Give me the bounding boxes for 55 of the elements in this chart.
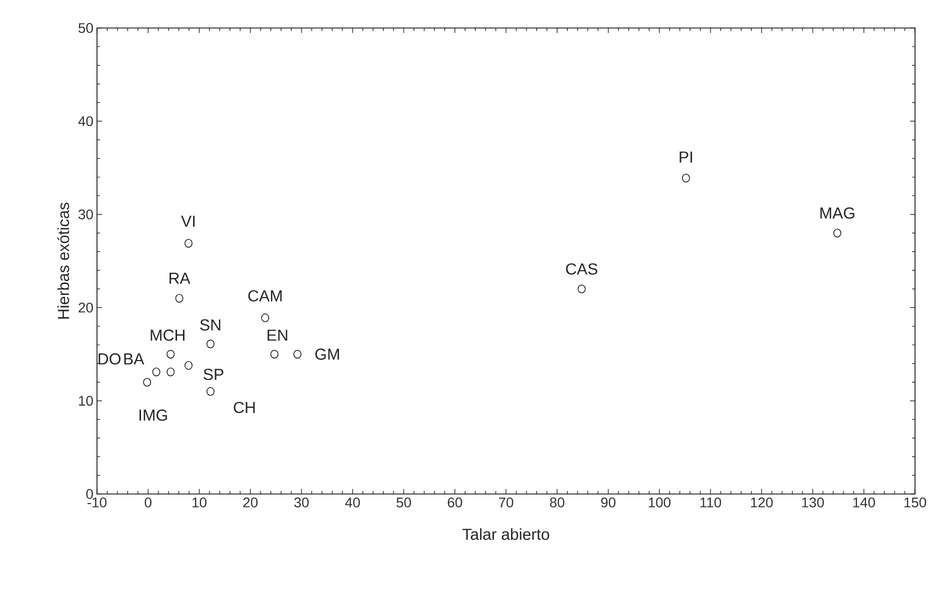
annotation: GM — [315, 348, 339, 360]
x-tick-label: 120 — [751, 498, 773, 508]
point — [175, 294, 184, 303]
y-tick-label: 0 — [86, 489, 93, 499]
point — [833, 228, 842, 238]
annotation: CAM — [248, 290, 282, 302]
point — [578, 284, 586, 294]
annotation: MAG — [820, 207, 854, 219]
y-tick-label: 10 — [79, 396, 93, 406]
annotation: DO — [98, 353, 120, 365]
point — [270, 350, 278, 359]
x-tick-label: 20 — [243, 498, 258, 508]
x-tick-label: 100 — [648, 498, 670, 508]
y-axis-title: Hierbas exóticas — [57, 202, 70, 319]
point — [166, 368, 175, 376]
x-tick-label: 140 — [853, 498, 875, 508]
annotation: SN — [200, 319, 220, 331]
x-tick-label: 0 — [144, 498, 152, 508]
x-tick-label: 90 — [601, 498, 616, 508]
point — [261, 314, 270, 322]
point — [143, 378, 152, 386]
y-tick-label: 30 — [78, 209, 93, 220]
x-tick-label: 150 — [904, 498, 926, 508]
x-tick-label: 80 — [550, 498, 564, 508]
point — [206, 387, 214, 396]
x-axis-title: Talar abierto — [462, 528, 550, 540]
x-tick-label: 130 — [802, 498, 824, 508]
point — [206, 340, 214, 348]
point — [152, 368, 160, 376]
annotation: RA — [170, 272, 190, 284]
annotation: CH — [234, 402, 255, 414]
x-tick-label: 60 — [448, 498, 462, 508]
x-tick-label: 40 — [345, 498, 360, 508]
annotation: SP — [204, 368, 224, 380]
annotation: CAS — [566, 263, 598, 275]
point — [682, 174, 690, 182]
y-tick-label: 50 — [78, 23, 93, 33]
x-tick-label: -10 — [88, 498, 107, 508]
x-tick-label: 70 — [498, 498, 514, 508]
annotation: IMG — [140, 410, 167, 421]
point — [184, 238, 192, 248]
point — [166, 350, 175, 359]
annotation: MCH — [150, 330, 184, 341]
annotation: EN — [268, 330, 288, 341]
x-tick-label: 10 — [192, 498, 206, 508]
x-tick-label: 110 — [700, 498, 722, 508]
x-tick-label: 50 — [396, 498, 411, 508]
point — [293, 350, 302, 359]
annotation: BA — [124, 353, 144, 364]
annotation: VI — [181, 216, 195, 227]
y-tick-label: 20 — [78, 302, 93, 313]
y-tick-label: 40 — [78, 116, 93, 126]
annotation: PI — [680, 152, 692, 163]
point — [184, 361, 192, 370]
x-tick-label: 30 — [294, 498, 309, 508]
